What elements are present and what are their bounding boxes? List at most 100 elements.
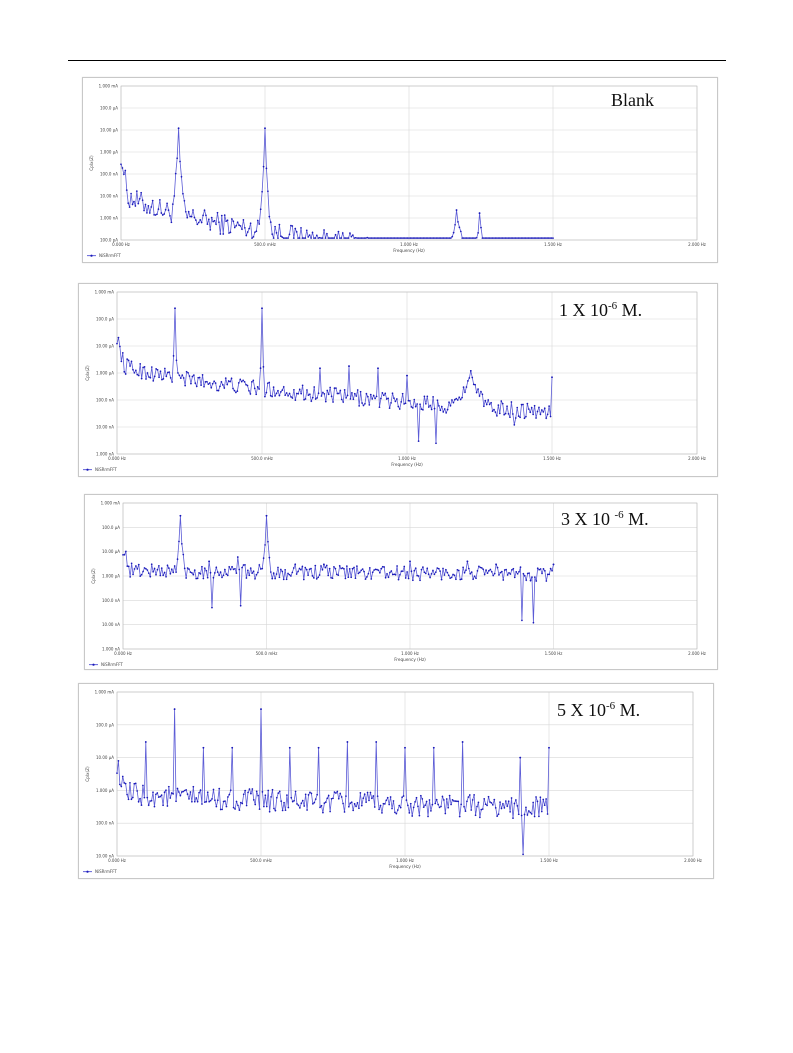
data-point [473, 575, 476, 578]
data-point [185, 789, 187, 791]
data-point [375, 237, 377, 239]
data-point [477, 232, 479, 234]
data-point [467, 567, 470, 570]
data-point [126, 793, 128, 796]
data-point [271, 233, 274, 235]
data-point [438, 405, 440, 407]
data-point [541, 572, 543, 575]
data-point [136, 790, 139, 792]
y-tick-label: 100.0 µA [96, 722, 114, 727]
data-point [288, 233, 291, 236]
data-point [512, 567, 515, 570]
data-point [504, 800, 507, 802]
data-point [249, 393, 252, 395]
data-point [380, 567, 383, 570]
data-point [272, 572, 275, 574]
data-point [219, 233, 222, 235]
x-tick-label: 1.500 Hz [543, 456, 561, 461]
data-point [455, 578, 457, 581]
data-point [228, 566, 231, 568]
data-point [463, 571, 466, 574]
y-tick-label: 100.0 µA [96, 317, 114, 322]
data-point [125, 550, 127, 553]
data-point [167, 209, 170, 211]
data-point [455, 397, 458, 400]
data-point [450, 576, 453, 579]
data-point [156, 368, 159, 371]
data-point [314, 398, 317, 400]
data-point [172, 354, 175, 357]
data-point [180, 175, 183, 178]
data-point [462, 566, 464, 569]
data-point [301, 237, 304, 239]
data-point [179, 794, 182, 797]
data-point [390, 402, 392, 404]
data-point [529, 579, 532, 582]
data-point [503, 806, 506, 809]
data-point [261, 567, 264, 570]
data-point [252, 799, 255, 801]
data-point [478, 565, 480, 568]
data-point [367, 572, 370, 575]
legend-marker [90, 254, 93, 257]
data-point [428, 237, 431, 239]
data-point [500, 570, 503, 573]
data-point [517, 415, 520, 417]
data-point [159, 795, 162, 798]
data-point [226, 219, 229, 222]
data-point [317, 237, 320, 239]
data-point [422, 566, 424, 568]
data-point [208, 382, 211, 384]
data-point [341, 567, 344, 569]
data-point [523, 574, 526, 577]
data-point [184, 210, 187, 213]
data-point [421, 797, 424, 800]
series-line [122, 515, 554, 623]
data-point [530, 406, 533, 409]
data-point [347, 237, 350, 239]
data-point [411, 815, 414, 817]
data-point [388, 803, 391, 806]
data-point [325, 564, 328, 567]
y-tick-label: 1.000 µA [100, 150, 118, 155]
data-point [465, 386, 468, 388]
data-point [319, 806, 321, 809]
data-point [530, 813, 533, 815]
data-point [438, 806, 441, 809]
data-point [203, 801, 206, 803]
data-point [175, 359, 178, 362]
data-point [524, 237, 527, 239]
data-point [275, 573, 278, 575]
data-point [321, 568, 324, 571]
data-point [550, 237, 553, 239]
x-tick-label: 0.000 Hz [108, 858, 126, 863]
data-point [200, 384, 202, 387]
data-point [346, 565, 348, 567]
data-point [486, 804, 488, 807]
data-point [419, 237, 422, 239]
data-point [477, 801, 480, 804]
data-point [376, 568, 378, 571]
data-point [375, 395, 378, 398]
data-point [212, 788, 215, 791]
data-point [163, 213, 166, 215]
data-point [519, 756, 522, 759]
data-point [140, 804, 143, 807]
y-tick-label: 10.00 nA [100, 194, 118, 199]
data-point [515, 799, 517, 801]
y-tick-label: 10.00 nA [102, 622, 120, 627]
data-point [213, 572, 216, 574]
data-point [526, 814, 529, 816]
data-point [310, 567, 312, 570]
data-point [275, 796, 278, 799]
data-point [258, 223, 261, 225]
data-point [300, 392, 302, 395]
data-point [320, 395, 323, 397]
data-point [216, 571, 219, 573]
label-main: Blank [611, 90, 654, 110]
data-point [278, 790, 281, 793]
data-point [311, 231, 314, 234]
data-point [221, 576, 223, 579]
data-point [287, 806, 290, 809]
data-point [525, 415, 527, 418]
